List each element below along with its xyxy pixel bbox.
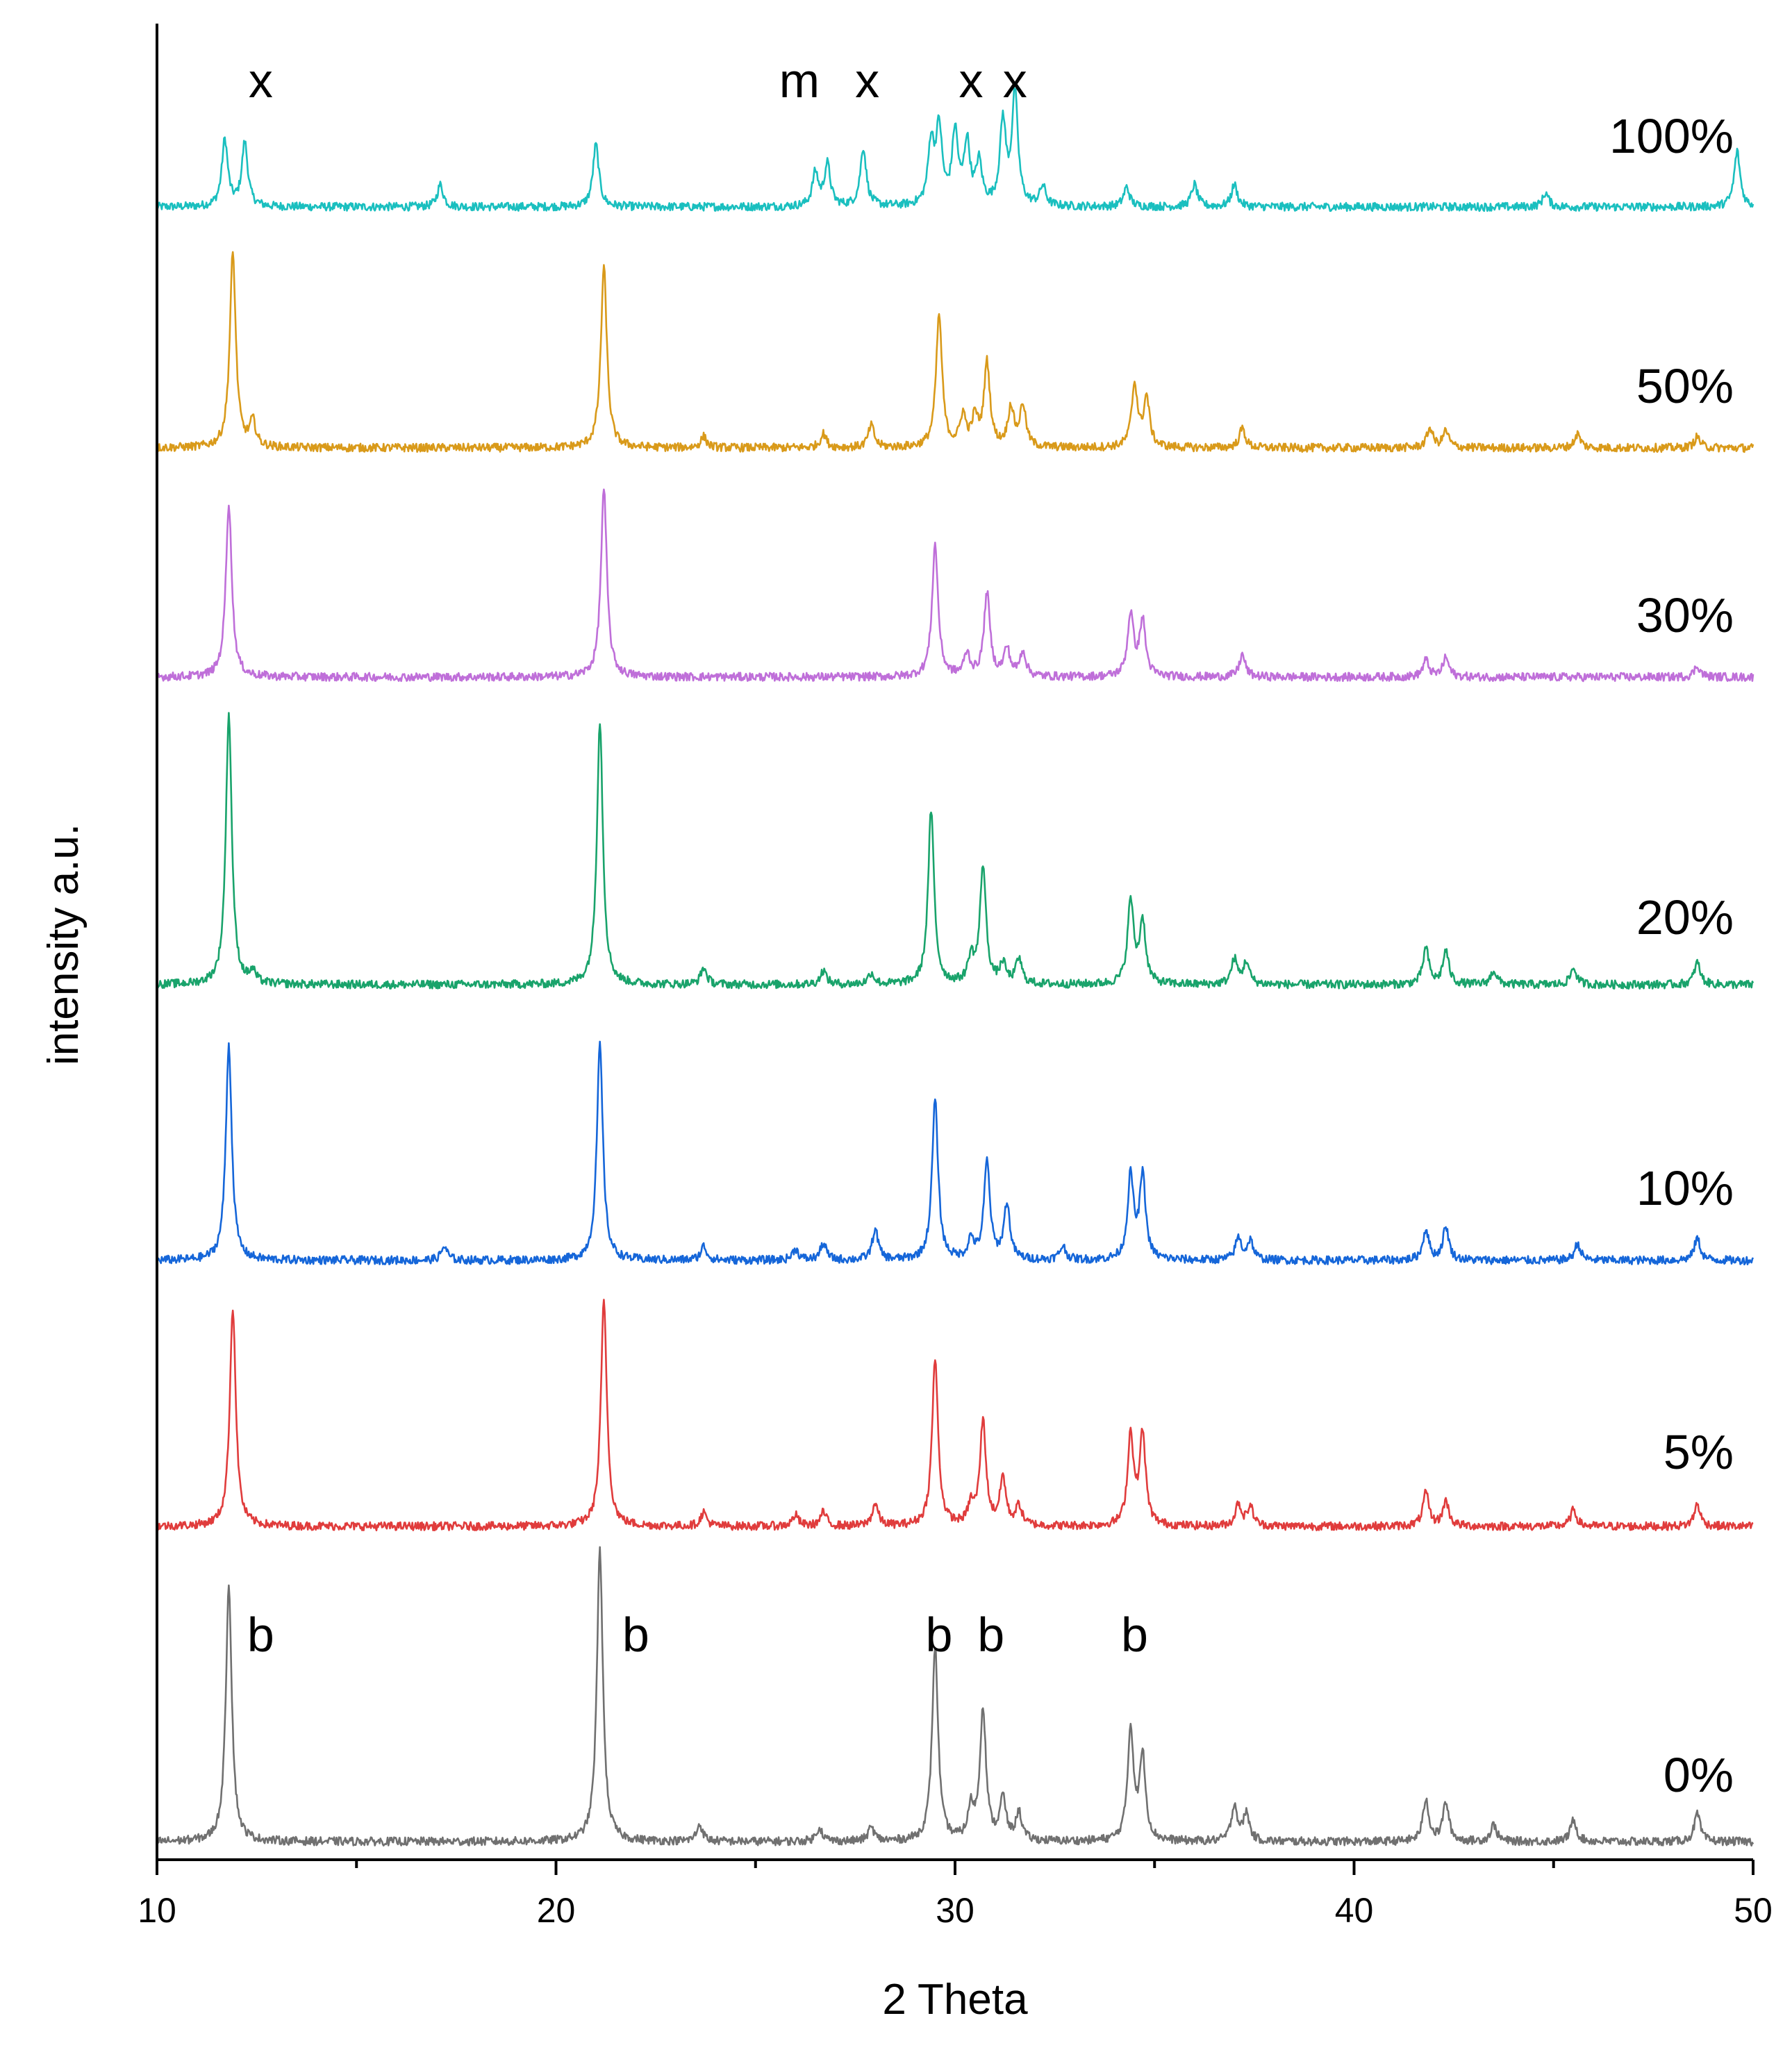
series-label-4: 10% — [1636, 1161, 1734, 1215]
peak-annotation-9: b — [1121, 1608, 1148, 1662]
peak-annotation-1: m — [779, 53, 820, 108]
x-tick-label-2: 30 — [936, 1891, 974, 1930]
peak-annotation-3: x — [959, 53, 984, 108]
peak-annotation-2: x — [855, 53, 879, 108]
series-trace-0 — [156, 87, 1754, 212]
series-label-0: 100% — [1609, 109, 1734, 163]
series-trace-5 — [156, 1299, 1754, 1531]
x-axis-title: 2 Theta — [882, 1976, 1028, 2024]
axes-group — [156, 24, 1753, 1861]
peak-annotation-8: b — [977, 1608, 1004, 1662]
series-trace-4 — [156, 1040, 1754, 1266]
peak-annotation-group: x m x x xb b b b b — [247, 53, 1148, 1662]
peak-annotation-6: b — [622, 1608, 649, 1662]
x-tick-label-0: 10 — [138, 1891, 176, 1930]
series-trace-3 — [156, 712, 1754, 990]
series-label-5: 5% — [1664, 1425, 1734, 1479]
series-label-3: 20% — [1636, 890, 1734, 944]
x-tick-label-1: 20 — [537, 1891, 576, 1930]
series-trace-2 — [156, 488, 1754, 683]
series-label-6: 0% — [1664, 1748, 1734, 1802]
peak-annotation-4: x — [1003, 53, 1027, 108]
peak-annotation-7: b — [926, 1608, 953, 1662]
series-trace-1 — [156, 251, 1754, 453]
trace-group — [156, 87, 1754, 1847]
x-tick-group: 10 20 30 40 50 — [138, 1860, 1773, 1930]
series-label-1: 50% — [1636, 359, 1734, 413]
x-tick-label-3: 40 — [1335, 1891, 1374, 1930]
x-tick-label-4: 50 — [1734, 1891, 1773, 1930]
series-label-2: 30% — [1636, 588, 1734, 642]
series-trace-6 — [156, 1546, 1754, 1847]
peak-annotation-5: b — [247, 1608, 274, 1662]
y-axis-title: intensity a.u. — [40, 824, 88, 1065]
peak-annotation-0: x — [249, 53, 273, 108]
series-label-group: 100% 50% 30% 20% 10% 5% 0% — [1609, 109, 1734, 1802]
